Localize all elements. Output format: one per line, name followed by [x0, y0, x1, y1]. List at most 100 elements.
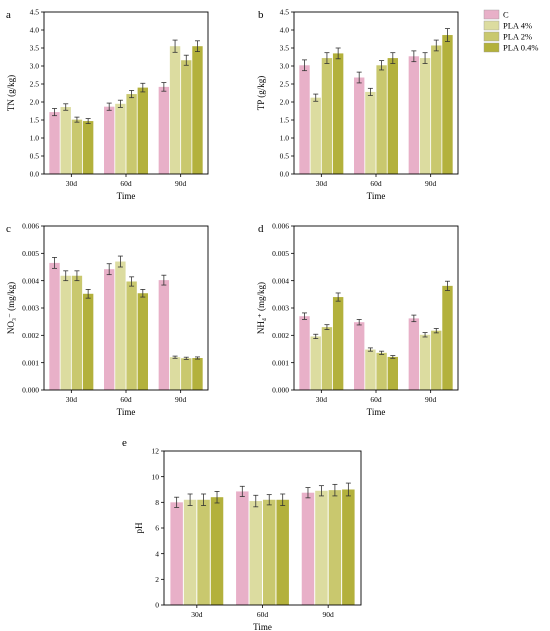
- bar-e-60d-c: [236, 491, 249, 605]
- x-tick-label: 60d: [257, 610, 269, 619]
- bar-c-30d-pla4: [60, 275, 71, 390]
- x-axis-title: Time: [117, 407, 136, 417]
- bar-a-90d-c: [158, 86, 170, 174]
- y-tick-label: 1.5: [30, 116, 40, 125]
- y-axis-title: NH₄⁺ (mg/kg): [256, 282, 266, 334]
- bar-e-30d-c: [170, 502, 183, 605]
- legend-label: PLA 4%: [503, 21, 532, 31]
- bar-a-90d-pla04: [192, 46, 203, 175]
- y-tick-label: 0.002: [22, 331, 39, 340]
- y-tick-label: 2.5: [280, 80, 290, 89]
- y-tick-label: 0.003: [22, 304, 39, 313]
- bar-e-30d-pla2: [197, 499, 210, 605]
- x-axis-title: Time: [367, 191, 386, 201]
- bar-d-30d-pla4: [310, 336, 321, 390]
- panel-letter: d: [258, 223, 264, 235]
- y-tick-label: 6: [155, 524, 159, 533]
- x-tick-label: 90d: [175, 395, 187, 404]
- bar-a-30d-pla2: [71, 119, 83, 174]
- panel-a: a 0.0 0.5 1.0 1.5 2.0 2.5 3.0 3.5 4.0 4.5 30d 60d 90d…: [6, 8, 209, 201]
- x-tick-label: 60d: [120, 179, 132, 188]
- bar-b-30d-pla04: [332, 53, 344, 174]
- bar-b-60d-pla04: [387, 58, 399, 174]
- y-tick-label: 4.0: [30, 26, 40, 35]
- y-tick-label: 12: [152, 447, 160, 456]
- y-tick-label: 3.0: [30, 62, 40, 71]
- y-tick-label: 1.0: [30, 134, 40, 143]
- bar-d-30d-c: [299, 316, 310, 390]
- bar-a-60d-pla4: [115, 103, 126, 174]
- x-tick-label: 60d: [120, 395, 132, 404]
- bar-d-90d-pla04: [442, 285, 453, 390]
- legend-swatch: [483, 31, 500, 42]
- legend-swatch: [483, 42, 500, 53]
- y-axis-title: pH: [134, 522, 144, 534]
- x-axis-title: Time: [253, 622, 272, 631]
- bar-a-30d-pla04: [82, 121, 94, 174]
- x-tick-label: 60d: [370, 395, 382, 404]
- bar-d-30d-pla2: [321, 327, 333, 390]
- bar-d-90d-c: [408, 318, 420, 390]
- legend-label: PLA 2%: [503, 32, 532, 42]
- y-tick-label: 0: [155, 601, 159, 610]
- bar-b-60d-pla4: [365, 91, 376, 174]
- bar-a-60d-c: [103, 106, 115, 174]
- y-tick-label: 2.0: [280, 98, 290, 107]
- plot-frame: [293, 11, 459, 175]
- y-tick-label: 0.006: [272, 222, 289, 231]
- y-tick-label: 4.0: [280, 26, 290, 35]
- bar-c-30d-pla2: [71, 275, 83, 390]
- legend-swatch: [483, 9, 500, 20]
- y-tick-label: 8: [155, 498, 159, 507]
- bar-e-90d-c: [301, 492, 315, 605]
- y-tick-label: 0.001: [22, 358, 39, 367]
- bar-e-60d-pla4: [249, 501, 263, 605]
- bar-e-90d-pla2: [328, 490, 342, 605]
- bar-a-90d-pla4: [169, 46, 181, 175]
- bar-b-30d-c: [299, 65, 310, 174]
- y-tick-label: 10: [152, 472, 160, 481]
- bar-b-60d-c: [353, 77, 365, 174]
- y-tick-label: 0.002: [272, 331, 289, 340]
- panel-d: d 0.000 0.001 0.002 0.003 0.004 0.005 0.006 30d 6…: [256, 222, 459, 417]
- bar-c-60d-c: [103, 269, 115, 390]
- bar-b-90d-pla04: [442, 35, 453, 174]
- x-tick-label: 90d: [425, 179, 437, 188]
- x-tick-label: 30d: [316, 179, 328, 188]
- bar-c-60d-pla04: [137, 293, 149, 390]
- bar-b-90d-pla4: [419, 58, 431, 174]
- y-tick-label: 0.005: [272, 249, 289, 258]
- x-axis-title: Time: [117, 191, 136, 201]
- plot-frame: [43, 11, 209, 175]
- y-tick-label: 0.000: [22, 386, 39, 395]
- bar-a-30d-c: [49, 112, 60, 174]
- y-tick-label: 0.000: [272, 386, 289, 395]
- bar-c-90d-c: [158, 280, 170, 390]
- bar-e-60d-pla04: [276, 499, 289, 605]
- bar-b-90d-pla2: [431, 45, 442, 175]
- y-tick-label: 1.0: [280, 134, 290, 143]
- y-tick-label: 0.004: [22, 276, 39, 285]
- y-axis-title: NO₃⁻ (mg/kg): [6, 282, 16, 334]
- bar-e-90d-pla04: [342, 489, 355, 605]
- bar-c-90d-pla04: [192, 358, 203, 390]
- bar-b-30d-pla2: [321, 58, 333, 174]
- bar-c-60d-pla2: [126, 281, 137, 390]
- bar-b-90d-c: [408, 56, 420, 174]
- plot-frame: [293, 225, 459, 391]
- legend-label: PLA 0.4%: [503, 43, 538, 53]
- legend-swatch: [483, 20, 500, 31]
- bar-d-60d-c: [353, 322, 365, 390]
- bar-c-30d-c: [49, 262, 60, 390]
- x-tick-label: 30d: [191, 610, 203, 619]
- bar-c-30d-pla04: [82, 293, 94, 390]
- y-tick-label: 4.5: [280, 8, 290, 17]
- y-tick-label: 1.5: [280, 116, 290, 125]
- plot-frame: [163, 450, 362, 606]
- panel-e: e 0 2 4 6 8 10 12 30d 60d 90d Time pH: [122, 437, 362, 631]
- plot-frame: [43, 225, 209, 391]
- panel-letter: a: [6, 9, 11, 21]
- bar-d-60d-pla4: [365, 349, 376, 390]
- y-axis-title: TP (g/kg): [256, 76, 266, 110]
- bar-a-60d-pla2: [126, 94, 137, 174]
